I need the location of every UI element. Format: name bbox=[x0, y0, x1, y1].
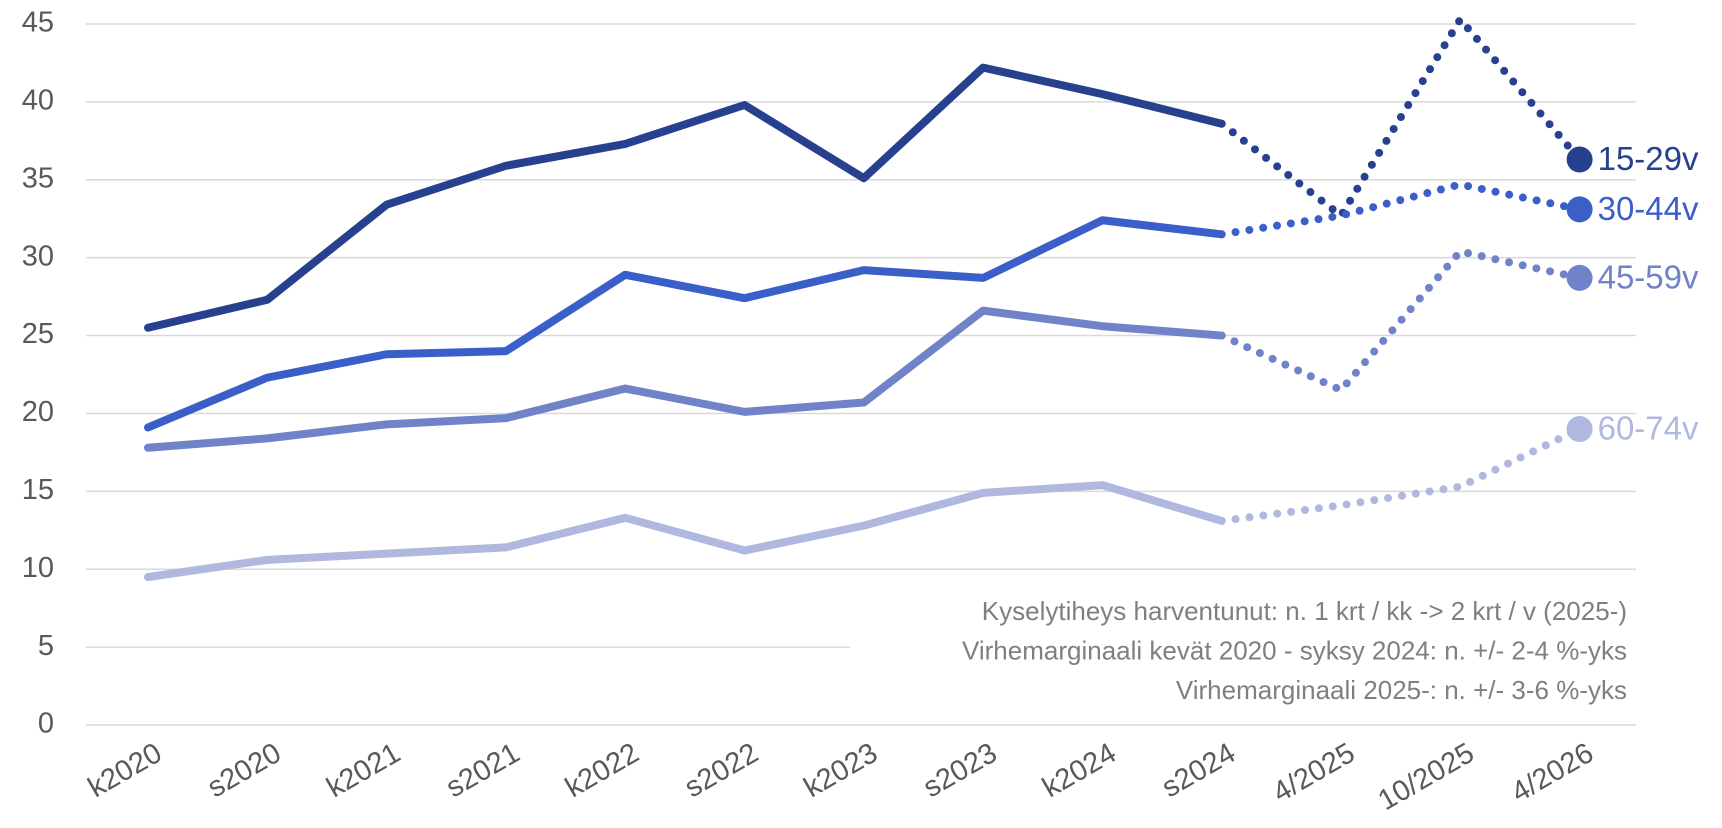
y-tick-label: 5 bbox=[38, 630, 54, 662]
x-tick-label: 4/2025 bbox=[1268, 737, 1361, 809]
x-tick-label: k2022 bbox=[560, 737, 644, 804]
end-marker bbox=[1566, 416, 1593, 443]
y-tick-label: 15 bbox=[22, 474, 54, 506]
y-tick-label: 45 bbox=[22, 7, 54, 39]
x-tick-label: 10/2025 bbox=[1373, 737, 1480, 817]
x-tick-label: 4/2026 bbox=[1506, 737, 1599, 809]
end-marker bbox=[1566, 196, 1593, 223]
end-marker bbox=[1566, 146, 1593, 173]
annotation: Virhemarginaali 2025-: n. +/- 3-6 %-yks bbox=[1176, 675, 1627, 705]
y-tick-label: 40 bbox=[22, 85, 54, 117]
series-line bbox=[144, 216, 1226, 432]
x-tick-label: s2023 bbox=[918, 737, 1002, 804]
x-tick-label: k2024 bbox=[1037, 737, 1121, 804]
annotation-bg bbox=[850, 592, 1640, 712]
y-tick-label: 35 bbox=[22, 162, 54, 194]
y-tick-label: 30 bbox=[22, 240, 54, 272]
x-tick-label: s2024 bbox=[1157, 737, 1241, 804]
series-line bbox=[144, 481, 1226, 582]
y-tick-label: 25 bbox=[22, 318, 54, 350]
series-line-dotted bbox=[1217, 180, 1584, 239]
x-tick-label: k2020 bbox=[83, 737, 167, 804]
x-tick-label: s2021 bbox=[441, 737, 525, 804]
annotation: Kyselytiheys harventunut: n. 1 krt / kk … bbox=[982, 596, 1627, 626]
x-tick-label: s2022 bbox=[679, 737, 763, 804]
legend-label: 15-29v bbox=[1598, 140, 1699, 177]
series-line-dotted bbox=[1217, 247, 1584, 395]
legend-label: 60-74v bbox=[1598, 410, 1699, 447]
series-line-dotted bbox=[1217, 15, 1584, 220]
y-tick-label: 20 bbox=[22, 396, 54, 428]
legend-label: 30-44v bbox=[1598, 190, 1699, 227]
series-line bbox=[144, 63, 1226, 332]
legend-label: 45-59v bbox=[1598, 259, 1699, 296]
x-tick-label: k2023 bbox=[799, 737, 883, 804]
annotation: Virhemarginaali kevät 2020 - syksy 2024:… bbox=[962, 635, 1627, 665]
y-tick-label: 0 bbox=[38, 708, 54, 740]
y-tick-label: 10 bbox=[22, 552, 54, 584]
x-tick-label: k2021 bbox=[321, 737, 405, 804]
series-line-dotted bbox=[1217, 425, 1584, 525]
end-marker bbox=[1566, 264, 1593, 291]
x-tick-label: s2020 bbox=[202, 737, 286, 804]
series-line bbox=[144, 306, 1226, 452]
